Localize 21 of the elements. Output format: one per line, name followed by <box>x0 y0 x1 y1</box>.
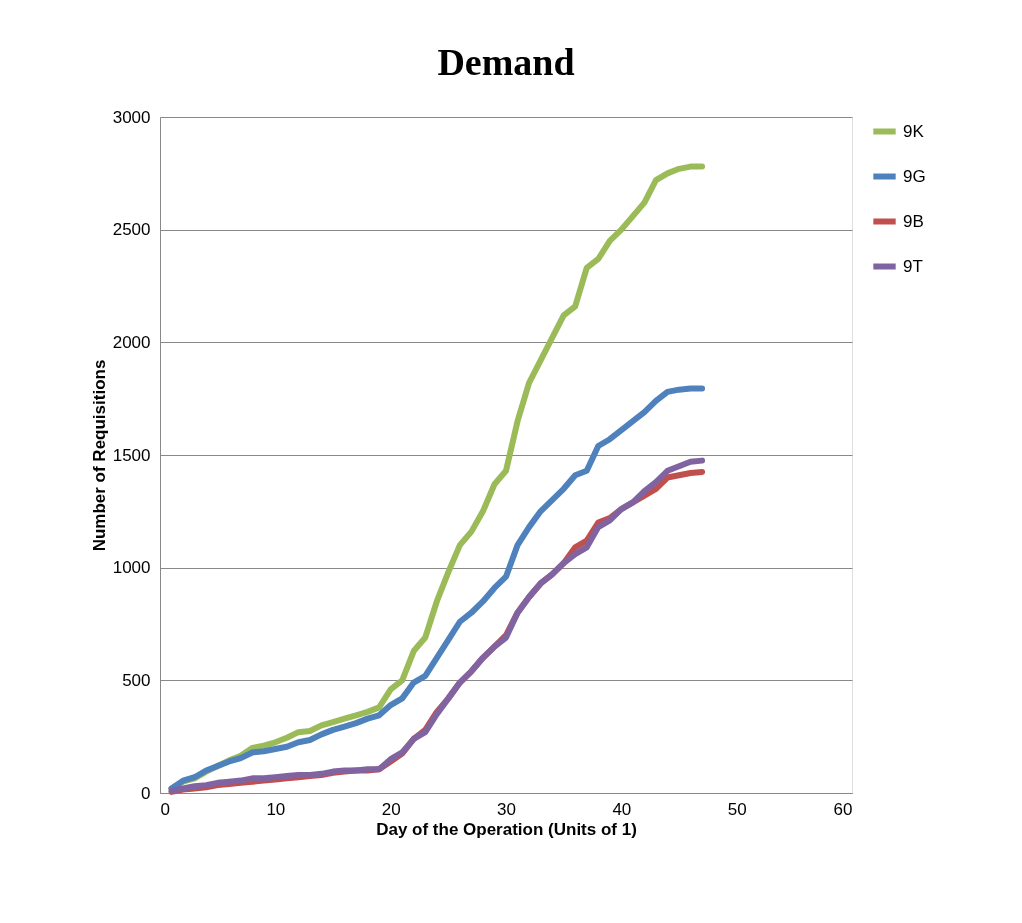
x-tick-label: 40 <box>612 799 632 819</box>
legend-label: 9G <box>903 166 926 186</box>
y-tick-label: 3000 <box>112 107 151 127</box>
y-tick-label: 1500 <box>112 445 151 465</box>
x-tick-label: 30 <box>497 799 516 819</box>
legend-label: 9B <box>903 211 924 231</box>
x-tick-label: 10 <box>266 799 286 819</box>
legend-label: 9K <box>903 121 925 141</box>
y-tick-label: 0 <box>141 783 151 803</box>
y-axis-title: Number of Requisitions <box>89 359 109 552</box>
legend-label: 9T <box>903 256 923 276</box>
y-tick-label: 2000 <box>112 332 151 352</box>
y-tick-label: 500 <box>122 670 151 690</box>
x-tick-label: 50 <box>727 799 747 819</box>
y-tick-label: 1000 <box>112 558 151 578</box>
x-axis-title: Day of the Operation (Units of 1) <box>376 819 637 839</box>
y-tick-label: 2500 <box>112 220 151 240</box>
x-tick-label: 20 <box>381 799 401 819</box>
x-tick-label: 60 <box>833 799 853 819</box>
chart-title: Demand <box>437 41 575 83</box>
x-tick-label: 0 <box>160 799 170 819</box>
